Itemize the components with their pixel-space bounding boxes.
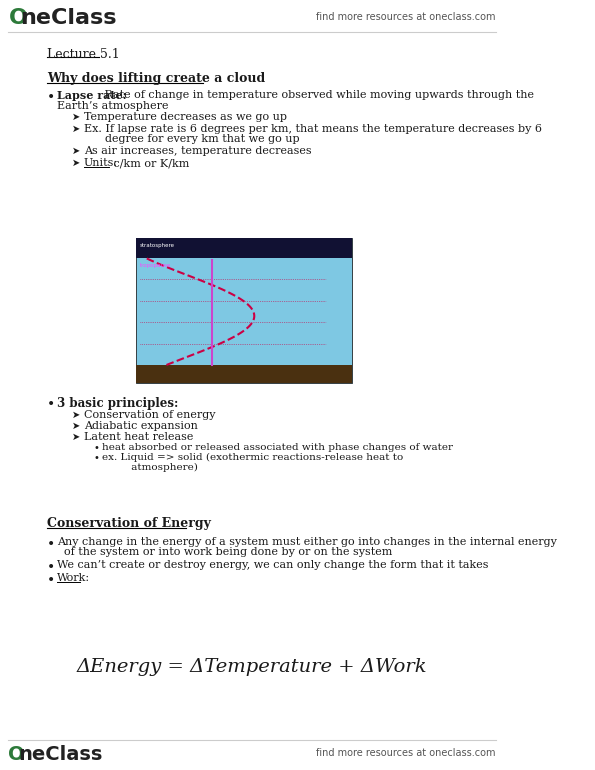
Text: Ex. If lapse rate is 6 degrees per km, that means the temperature decreases by 6: Ex. If lapse rate is 6 degrees per km, t… [84,124,542,134]
Text: •: • [93,443,99,453]
Text: ex. Liquid => solid (exothermic reactions-release heat to: ex. Liquid => solid (exothermic reaction… [102,453,403,462]
Text: Conservation of Energy: Conservation of Energy [46,517,211,530]
Text: ➤: ➤ [72,421,80,431]
Text: •: • [46,537,55,551]
Text: ➤: ➤ [72,410,80,420]
Text: Temperature decreases as we go up: Temperature decreases as we go up [84,112,287,122]
Text: heat absorbed or released associated with phase changes of water: heat absorbed or released associated wit… [102,443,453,452]
Text: ➤: ➤ [72,158,80,168]
Text: Lapse rate:: Lapse rate: [57,90,126,101]
Text: We can’t create or destroy energy, we can only change the form that it takes: We can’t create or destroy energy, we ca… [57,560,488,570]
Bar [136,365,352,383]
Text: Work:: Work: [57,573,90,583]
Bar [136,238,352,258]
Text: •: • [46,90,55,104]
Text: Adiabatic expansion: Adiabatic expansion [84,421,198,431]
Text: ➤: ➤ [72,146,80,156]
Text: atmosphere): atmosphere) [102,463,198,472]
Text: Lecture 5.1: Lecture 5.1 [46,48,120,61]
Text: Earth’s atmosphere: Earth’s atmosphere [57,101,168,111]
Bar [136,238,352,383]
Text: find more resources at oneclass.com: find more resources at oneclass.com [317,12,496,22]
Text: ΔEnergy = ΔTemperature + ΔWork: ΔEnergy = ΔTemperature + ΔWork [76,658,427,676]
Text: •: • [46,560,55,574]
Text: stratosphere: stratosphere [140,243,175,248]
Text: Why does lifting create a cloud: Why does lifting create a cloud [46,72,265,85]
Text: neClass: neClass [18,745,103,764]
Text: ➤: ➤ [72,112,80,122]
Text: O: O [8,745,25,764]
Text: Units:: Units: [84,158,118,168]
Text: Conservation of energy: Conservation of energy [84,410,215,420]
Text: As air increases, temperature decreases: As air increases, temperature decreases [84,146,312,156]
Text: degree for every km that we go up: degree for every km that we go up [84,134,299,144]
Text: •: • [93,453,99,463]
Text: Rate of change in temperature observed while moving upwards through the: Rate of change in temperature observed w… [101,90,534,100]
Text: ➤: ➤ [72,432,80,442]
Text: O: O [8,8,27,28]
Text: Latent heat release: Latent heat release [84,432,193,442]
Text: ➤: ➤ [72,124,80,134]
Text: •: • [46,397,55,411]
Text: neClass: neClass [20,8,117,28]
Text: of the system or into work being done by or on the system: of the system or into work being done by… [57,547,392,557]
Text: 3 basic principles:: 3 basic principles: [57,397,178,410]
Text: tropopause: tropopause [140,263,171,268]
Text: Any change in the energy of a system must either go into changes in the internal: Any change in the energy of a system mus… [57,537,557,547]
Text: find more resources at oneclass.com: find more resources at oneclass.com [317,748,496,758]
Text: •: • [46,573,55,587]
Text: c/km or K/km: c/km or K/km [110,158,190,168]
